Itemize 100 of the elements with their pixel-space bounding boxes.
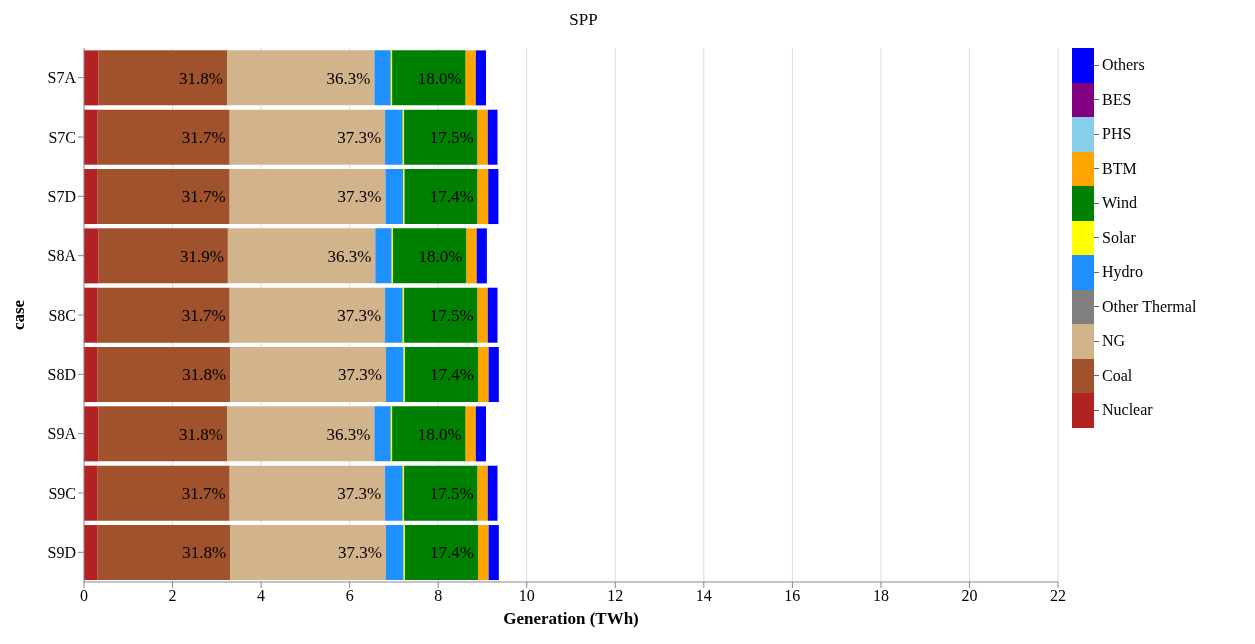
x-tick-label: 8 xyxy=(434,587,443,605)
bar xyxy=(375,228,392,284)
annotation: 37.3% xyxy=(337,128,382,147)
bar xyxy=(477,169,489,225)
legend-label: BES xyxy=(1102,90,1132,109)
bar xyxy=(477,465,488,521)
bar xyxy=(97,525,231,581)
legend-label: PHS xyxy=(1102,125,1132,144)
x-tick-label: 4 xyxy=(257,587,266,605)
annotation: 17.4% xyxy=(430,365,475,385)
x-tick-label: 12 xyxy=(607,587,624,605)
bar xyxy=(488,169,499,225)
y-tick-label: S7C xyxy=(48,128,76,146)
bar xyxy=(84,287,98,343)
x-tick-label: 22 xyxy=(1050,587,1066,605)
bar xyxy=(465,406,476,462)
bar xyxy=(385,525,404,581)
annotation: 17.5% xyxy=(429,306,474,325)
bar xyxy=(385,169,404,225)
bar xyxy=(477,287,488,343)
bar xyxy=(84,109,98,165)
annotation: 31.8% xyxy=(182,365,227,385)
y-axis-title: case xyxy=(9,299,29,331)
bar xyxy=(385,347,404,403)
annotation: 36.3% xyxy=(326,424,371,444)
bar xyxy=(487,109,498,165)
bar xyxy=(97,347,231,403)
bar xyxy=(488,347,499,403)
x-tick-label: 6 xyxy=(345,587,354,605)
annotation: 31.7% xyxy=(181,484,226,503)
bar xyxy=(392,406,466,462)
x-tick-label: 16 xyxy=(784,587,801,605)
bar xyxy=(229,169,386,225)
bar xyxy=(98,228,228,284)
y-tick-label: S7A xyxy=(47,69,77,87)
x-tick-label: 10 xyxy=(518,587,535,605)
bar xyxy=(404,287,478,343)
bar xyxy=(404,347,479,403)
annotation: 36.3% xyxy=(327,246,372,266)
bar xyxy=(385,465,403,521)
annotation: 31.9% xyxy=(179,246,224,266)
legend-label: BTM xyxy=(1102,159,1137,178)
annotation: 37.3% xyxy=(338,365,382,385)
annotation: 18.0% xyxy=(417,424,462,444)
bar xyxy=(392,50,466,106)
bar xyxy=(478,525,489,581)
y-tick-label: S8C xyxy=(48,306,76,324)
bar xyxy=(84,347,98,403)
annotation: 37.3% xyxy=(337,306,382,325)
bar xyxy=(374,50,391,106)
annotation: 37.3% xyxy=(338,543,382,563)
bar xyxy=(478,347,489,403)
chart-title: SPP xyxy=(568,10,599,30)
bar xyxy=(393,228,467,284)
annotation: 17.5% xyxy=(429,128,474,147)
annotation: 17.5% xyxy=(429,484,474,503)
bar xyxy=(475,50,486,106)
x-tick-label: 20 xyxy=(961,587,978,605)
legend-label: Other Thermal xyxy=(1102,297,1197,316)
bar xyxy=(97,169,230,225)
x-tick-label: 18 xyxy=(872,587,889,605)
x-tick-label: 14 xyxy=(695,587,712,605)
annotation: 17.4% xyxy=(430,543,475,563)
x-tick-label: 2 xyxy=(168,587,177,605)
y-tick-label: S7D xyxy=(47,188,76,206)
bar xyxy=(404,109,478,165)
bar xyxy=(404,465,478,521)
bar xyxy=(230,347,386,403)
bar xyxy=(404,525,479,581)
annotation: 37.3% xyxy=(337,484,382,503)
y-tick-label: S9C xyxy=(48,484,76,502)
bar xyxy=(227,228,376,284)
bar xyxy=(97,287,230,343)
legend-label: Others xyxy=(1102,56,1145,75)
annotation: 31.8% xyxy=(179,424,223,444)
bar xyxy=(84,406,99,462)
legend-label: Wind xyxy=(1102,194,1137,213)
legend-label: Solar xyxy=(1102,228,1136,247)
bar xyxy=(488,525,499,581)
y-tick-label: S8D xyxy=(47,366,76,384)
bar xyxy=(466,228,477,284)
bar xyxy=(84,465,98,521)
bar xyxy=(385,109,403,165)
bar xyxy=(227,406,375,462)
bar xyxy=(229,465,386,521)
annotation: 37.3% xyxy=(337,187,382,207)
annotation: 18.0% xyxy=(418,246,463,266)
legend-label: NG xyxy=(1102,332,1126,351)
legend-label: Nuclear xyxy=(1102,401,1153,420)
bar xyxy=(374,406,391,462)
x-axis-title: Generation (TWh) xyxy=(503,609,639,628)
annotation: 31.8% xyxy=(182,543,227,563)
bar xyxy=(84,525,98,581)
y-tick-label: S9A xyxy=(47,425,77,443)
annotation: 31.8% xyxy=(179,68,223,88)
bar xyxy=(385,287,403,343)
bar xyxy=(475,406,486,462)
bar xyxy=(404,169,478,225)
bar xyxy=(84,169,98,225)
annotation: 31.7% xyxy=(181,306,226,325)
